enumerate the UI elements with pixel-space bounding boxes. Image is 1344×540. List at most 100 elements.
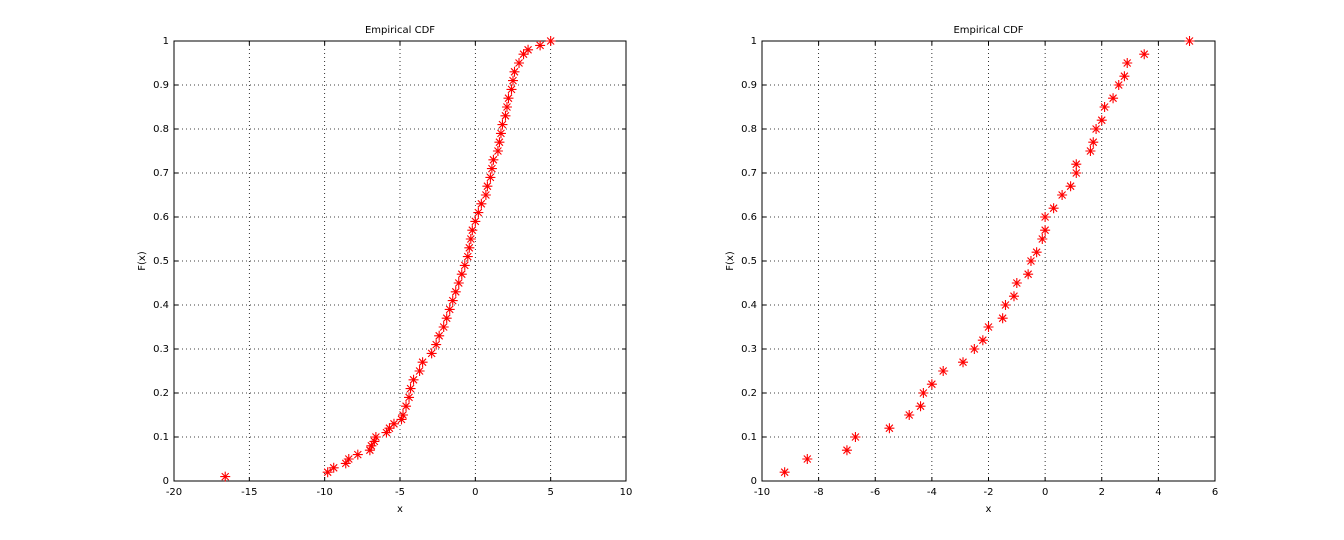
axes-box [173, 40, 627, 482]
data-point [1031, 247, 1042, 258]
y-tick-label: 0.2 [153, 388, 169, 399]
y-tick-label: 1 [163, 36, 169, 47]
data-point [779, 467, 790, 478]
data-point [398, 410, 409, 420]
data-point [1048, 203, 1059, 214]
y-tick-label: 0.4 [153, 300, 169, 311]
data-point [343, 454, 354, 464]
data-point [841, 445, 852, 456]
data-point [494, 137, 505, 148]
data-point [450, 286, 461, 297]
x-axis-label: x [986, 504, 992, 515]
data-point [1071, 168, 1082, 178]
y-tick-label: 0 [163, 476, 169, 487]
data-point [1119, 71, 1130, 82]
y-tick-label: 0.2 [741, 388, 757, 399]
data-point [1088, 137, 1099, 148]
x-axis-label: x [397, 504, 403, 515]
data-point [958, 357, 969, 368]
data-point [997, 313, 1008, 324]
x-tick-label: 6 [1212, 487, 1218, 498]
data-point [904, 410, 915, 420]
data-point [518, 49, 529, 60]
x-tick-label: -20 [166, 487, 182, 498]
data-point [1108, 93, 1119, 104]
x-tick-label: -10 [316, 487, 332, 498]
data-point [509, 66, 520, 77]
data-point [408, 374, 419, 385]
data-point [438, 322, 449, 332]
data-point [1139, 49, 1150, 60]
data-point [476, 198, 487, 209]
data-point [495, 128, 506, 139]
data-point [417, 357, 428, 368]
data-point [492, 146, 503, 156]
data-point [426, 348, 437, 359]
data-point [465, 234, 476, 244]
y-tick-label: 1 [751, 36, 757, 47]
data-point [340, 458, 351, 469]
data-point [459, 260, 470, 271]
data-point [366, 440, 377, 451]
data-point [926, 379, 937, 390]
data-point [1122, 58, 1133, 68]
x-tick-label: -10 [754, 487, 770, 498]
data-point [486, 163, 497, 174]
data-point [462, 251, 473, 262]
data-point [1057, 190, 1068, 200]
data-point [918, 388, 929, 398]
data-point [1113, 80, 1124, 90]
data-point [470, 216, 481, 227]
data-point [396, 414, 407, 425]
chart-title: Empirical CDF [365, 25, 435, 36]
data-point [497, 119, 508, 130]
y-tick-label: 0.3 [153, 344, 169, 355]
data-point [1008, 291, 1019, 302]
y-tick-label: 0.5 [741, 256, 757, 267]
data-point [473, 207, 484, 218]
data-point [1000, 300, 1011, 310]
data-point [456, 269, 467, 280]
data-point [1071, 159, 1082, 170]
data-point [1025, 256, 1036, 266]
data-point [500, 110, 511, 121]
data-point [464, 242, 475, 253]
data-point [431, 339, 442, 350]
data-point [535, 40, 546, 51]
data-point [453, 278, 464, 288]
data-point [1037, 234, 1048, 244]
y-tick-label: 0.6 [741, 212, 757, 223]
data-point [441, 313, 452, 324]
data-point [467, 225, 478, 236]
data-point [1040, 225, 1051, 236]
x-tick-label: 5 [547, 487, 553, 498]
data-point [405, 383, 416, 394]
data-point [364, 445, 375, 456]
data-point [414, 366, 425, 376]
data-point [1040, 212, 1051, 222]
data-point [977, 335, 988, 346]
data-point [850, 432, 861, 442]
y-tick-label: 0.9 [153, 80, 169, 91]
data-point [884, 423, 895, 434]
x-tick-label: 4 [1155, 487, 1161, 498]
y-tick-label: 0.3 [741, 344, 757, 355]
y-tick-label: 0.9 [741, 80, 757, 91]
data-point [401, 401, 412, 412]
data-point [508, 75, 518, 86]
data-point [1065, 181, 1076, 192]
chart-title: Empirical CDF [953, 25, 1023, 36]
x-tick-label: -15 [241, 487, 257, 498]
x-tick-label: -5 [395, 487, 405, 498]
data-point [485, 172, 496, 183]
data-point [388, 418, 399, 429]
y-tick-label: 0.8 [153, 124, 169, 135]
data-point [501, 102, 512, 112]
data-point [434, 330, 445, 341]
data-point [1091, 124, 1102, 134]
data-point [1099, 102, 1110, 112]
data-point [220, 471, 231, 482]
data-point [444, 304, 455, 315]
axes-box [761, 40, 1216, 482]
